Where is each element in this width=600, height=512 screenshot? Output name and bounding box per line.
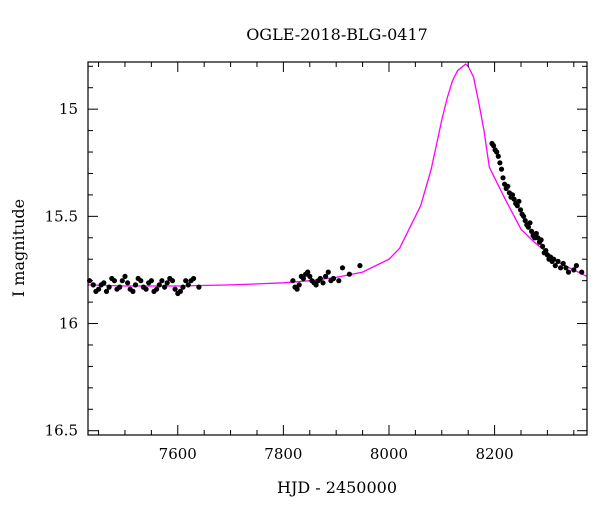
data-point xyxy=(558,265,564,271)
data-point xyxy=(119,278,125,284)
y-axis-label: I magnitude xyxy=(9,199,28,297)
data-point xyxy=(172,286,178,292)
data-point xyxy=(290,278,296,284)
data-point xyxy=(538,237,544,243)
x-tick-label: 8200 xyxy=(475,445,513,463)
data-point xyxy=(106,284,112,290)
data-point xyxy=(505,183,511,189)
data-point xyxy=(555,258,561,264)
data-point xyxy=(305,269,311,275)
data-point xyxy=(300,275,306,282)
data-point xyxy=(336,278,342,284)
y-tick-label: 15.5 xyxy=(45,207,78,225)
data-point xyxy=(143,286,149,292)
data-point xyxy=(103,288,110,294)
data-point xyxy=(497,160,503,166)
data-point xyxy=(571,267,577,273)
x-tick-label: 7600 xyxy=(159,445,197,463)
data-point xyxy=(162,284,168,290)
data-point xyxy=(522,218,528,224)
data-point xyxy=(148,278,154,284)
data-point xyxy=(96,286,102,292)
data-point xyxy=(156,282,162,288)
data-point xyxy=(511,196,517,202)
x-tick-label: 7800 xyxy=(264,445,302,463)
data-point xyxy=(90,282,96,288)
data-point xyxy=(517,207,524,213)
data-point xyxy=(323,273,329,279)
data-point xyxy=(317,275,323,282)
data-point xyxy=(101,280,107,286)
data-point xyxy=(320,280,326,286)
data-point xyxy=(307,273,313,279)
data-point xyxy=(579,269,585,275)
data-point xyxy=(111,278,117,284)
data-point xyxy=(296,282,302,288)
data-point xyxy=(164,280,170,286)
data-point xyxy=(498,166,505,172)
y-tick-label: 15 xyxy=(59,100,78,118)
data-point xyxy=(138,278,144,284)
data-point xyxy=(525,224,532,230)
data-point xyxy=(494,149,500,155)
data-point xyxy=(573,263,580,269)
data-point xyxy=(533,230,539,237)
data-point xyxy=(132,282,139,288)
y-tick-label: 16 xyxy=(59,315,78,333)
data-point xyxy=(500,175,506,181)
data-point xyxy=(191,275,197,282)
data-point xyxy=(551,256,557,262)
model-curve xyxy=(87,63,588,287)
data-point xyxy=(521,213,527,219)
data-point xyxy=(339,265,346,271)
data-point xyxy=(313,282,319,288)
data-points-layer xyxy=(87,140,585,297)
y-tick-label: 16.5 xyxy=(45,422,78,440)
data-point xyxy=(185,282,191,288)
data-point xyxy=(122,273,128,279)
data-point xyxy=(346,271,352,277)
data-point xyxy=(565,269,572,275)
data-point xyxy=(516,198,522,204)
data-point xyxy=(180,284,186,290)
data-point xyxy=(125,280,131,286)
data-point xyxy=(196,284,202,290)
data-point xyxy=(294,286,300,292)
data-point xyxy=(563,265,569,271)
axis-ticks-layer: 7600 7800 8000 8200 15 15.5 16 16.5 xyxy=(45,62,587,463)
data-point xyxy=(543,248,549,254)
data-point xyxy=(169,278,176,284)
x-axis-label: HJD - 2450000 xyxy=(277,478,397,497)
chart-title: OGLE-2018-BLG-0417 xyxy=(246,25,428,44)
data-point xyxy=(529,228,535,234)
data-point xyxy=(177,288,183,294)
data-point xyxy=(560,260,566,267)
data-point xyxy=(509,192,516,198)
data-point xyxy=(159,278,165,284)
plot-frame xyxy=(87,61,588,436)
data-point xyxy=(540,243,546,249)
data-point xyxy=(495,153,501,159)
data-point xyxy=(330,275,337,282)
data-point xyxy=(325,269,331,275)
x-tick-label: 8000 xyxy=(370,445,408,463)
data-point xyxy=(117,284,123,290)
data-point xyxy=(527,220,533,226)
data-point xyxy=(154,286,160,292)
data-point xyxy=(130,288,136,294)
data-point xyxy=(514,203,520,209)
data-point xyxy=(552,263,558,269)
data-point xyxy=(357,263,363,269)
data-point xyxy=(490,143,497,149)
model-curve-layer xyxy=(87,63,588,287)
data-point xyxy=(183,278,189,284)
